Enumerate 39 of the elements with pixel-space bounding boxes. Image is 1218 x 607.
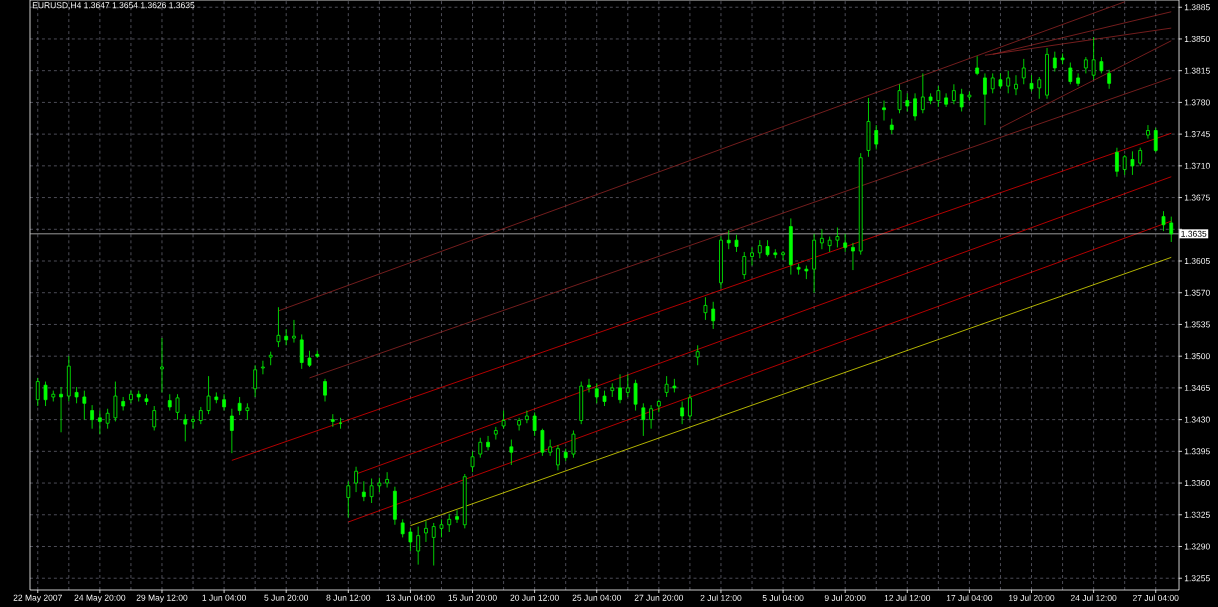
y-tick-label: 1.3360 xyxy=(1184,480,1210,487)
x-tick-label: 5 Jul 04:00 xyxy=(762,594,804,601)
x-tick-label: 27 Jul 04:00 xyxy=(1132,594,1179,601)
y-tick-label: 1.3850 xyxy=(1184,35,1210,42)
y-tick-label: 1.3325 xyxy=(1184,511,1210,518)
x-tick-label: 29 May 12:00 xyxy=(136,594,188,603)
y-tick-label: 1.3745 xyxy=(1184,131,1210,138)
y-tick-label: 1.3885 xyxy=(1184,4,1210,11)
y-tick-label: 1.3710 xyxy=(1184,162,1210,169)
y-tick-label: 1.3605 xyxy=(1184,258,1210,265)
y-tick-label: 1.3430 xyxy=(1184,416,1210,423)
x-tick-label: 1 Jun 04:00 xyxy=(202,594,246,601)
x-tick-label: 5 Jun 20:00 xyxy=(264,594,309,601)
x-tick-label: 9 Jul 20:00 xyxy=(824,594,866,601)
y-tick-label: 1.3570 xyxy=(1184,289,1210,296)
x-tick-label: 25 Jun 04:00 xyxy=(572,594,621,601)
x-tick-label: 27 Jun 20:00 xyxy=(634,594,684,601)
y-tick-label: 1.3815 xyxy=(1184,67,1210,74)
y-tick-label: 1.3465 xyxy=(1184,384,1210,391)
y-tick-label: 1.3255 xyxy=(1184,575,1210,582)
x-tick-label: 22 May 2007 xyxy=(13,594,62,603)
x-tick-label: 24 May 20:00 xyxy=(74,594,126,603)
y-tick-label: 1.3780 xyxy=(1184,99,1210,106)
x-tick-label: 13 Jun 04:00 xyxy=(386,594,435,601)
x-tick-label: 24 Jul 12:00 xyxy=(1070,594,1117,601)
x-tick-label: 17 Jul 04:00 xyxy=(946,594,993,601)
x-tick-label: 20 Jun 12:00 xyxy=(510,594,559,601)
y-tick-label: 1.3535 xyxy=(1184,321,1210,328)
x-tick-label: 15 Jun 20:00 xyxy=(448,594,497,601)
x-tick-label: 19 Jul 20:00 xyxy=(1008,594,1055,601)
x-tick-label: 8 Jun 12:00 xyxy=(326,594,371,601)
ref-line-label: 1.3635 xyxy=(1181,230,1207,237)
y-tick-label: 1.3395 xyxy=(1184,448,1210,455)
y-tick-label: 1.3500 xyxy=(1184,353,1210,360)
x-tick-label: 2 Jul 12:00 xyxy=(700,594,742,601)
chart-title: EURUSD,H4 1.3647 1.3654 1.3626 1.3635 xyxy=(32,2,195,10)
y-tick-label: 1.3675 xyxy=(1184,194,1210,201)
x-tick-label: 12 Jul 12:00 xyxy=(884,594,931,601)
y-tick-label: 1.3290 xyxy=(1184,543,1210,550)
